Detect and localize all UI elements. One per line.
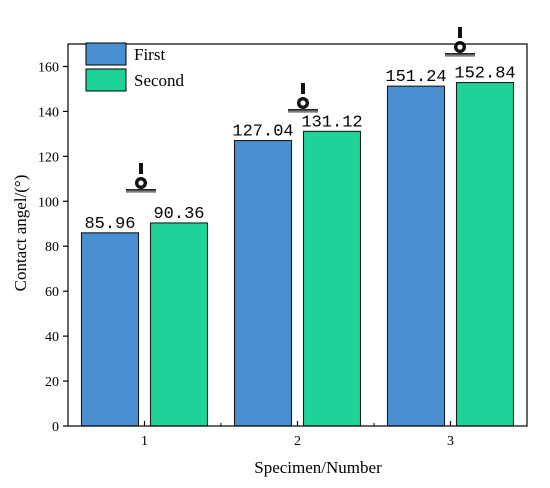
data-labels: 85.96 90.36 127.04 131.12 151.24 152.84 [84,65,515,234]
bars [80,82,515,427]
droplet-icon [288,83,318,113]
y-tick-label: 0 [52,420,59,435]
axis-ticks: 0 20 40 60 80 100 120 140 160 1 2 3 [38,60,454,449]
data-label: 85.96 [84,215,135,234]
bar-second-3 [455,82,515,427]
data-label: 151.24 [385,68,446,87]
bar-first-3 [386,85,446,427]
y-tick-label: 80 [45,240,59,255]
x-axis-title: Specimen/Number [254,458,382,477]
bar-second-1 [149,222,209,427]
y-tick-label: 140 [38,105,59,120]
x-tick-label: 1 [141,434,148,449]
droplet-icon [126,163,156,193]
data-label: 90.36 [153,205,204,224]
legend-swatch-first [85,42,127,66]
x-tick-label: 3 [447,434,454,449]
y-tick-label: 120 [38,150,59,165]
legend: First Second [85,42,185,92]
data-label: 127.04 [232,123,293,142]
y-tick-label: 160 [38,60,59,75]
bar-first-1 [80,232,140,427]
y-tick-label: 40 [45,330,59,345]
y-tick-label: 100 [38,195,59,210]
legend-swatch-second [85,68,127,92]
y-tick-label: 60 [45,285,59,300]
bar-second-2 [302,130,362,427]
x-tick-label: 2 [294,434,301,449]
droplet-icon [445,27,475,57]
data-label: 131.12 [301,113,362,132]
data-label: 152.84 [454,65,515,84]
plot-frame [67,43,528,427]
legend-label-first: First [134,45,165,64]
bar-first-2 [233,139,293,427]
y-tick-label: 20 [45,375,59,390]
y-axis-title: Contact angel/(°) [11,175,30,292]
legend-label-second: Second [134,71,185,90]
